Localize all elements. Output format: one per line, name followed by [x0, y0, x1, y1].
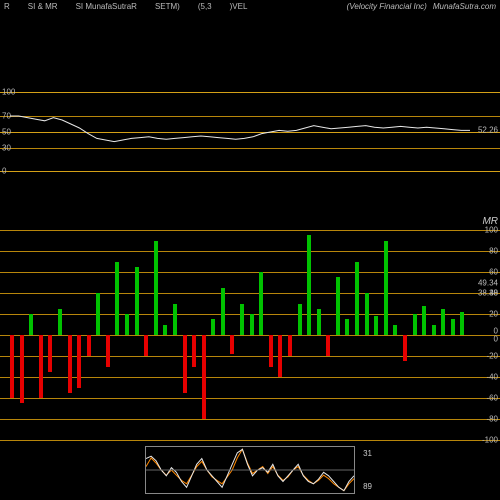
- mr-tick: 80: [489, 247, 498, 256]
- chart-header: R SI & MR SI MunafaSutraR SETM) (5,3 )VE…: [0, 0, 500, 18]
- mr-bar: [317, 309, 321, 335]
- mr-bar: [77, 335, 81, 388]
- hdr-vel: )VEL: [230, 2, 248, 11]
- rsi-line: [0, 92, 500, 172]
- mr-bar: [10, 335, 14, 398]
- mr-bar: [336, 277, 340, 335]
- mr-bar: [365, 293, 369, 335]
- mr-bar: [163, 325, 167, 336]
- mr-bar: [451, 319, 455, 335]
- mr-val-top: 49.34: [478, 278, 498, 287]
- mr-bar: [355, 262, 359, 336]
- mr-grid-line: [0, 440, 500, 441]
- mr-bar: [250, 314, 254, 335]
- mr-tick: -100: [482, 436, 498, 445]
- mr-bar: [269, 335, 273, 367]
- mr-bar: [240, 304, 244, 336]
- mr-tick: -60: [486, 394, 498, 403]
- mr-zero-b: 0: [494, 335, 498, 344]
- mr-bar: [326, 335, 330, 356]
- mini-top: 31: [363, 449, 372, 458]
- hdr-setm: SETM): [155, 2, 180, 11]
- hdr-simr: SI & MR: [28, 2, 58, 11]
- mr-panel: MR 49.34 38.38 0 0 -100-80-60-40-2020406…: [0, 230, 500, 440]
- mr-bar: [211, 319, 215, 335]
- mr-tick: -40: [486, 373, 498, 382]
- mr-bar: [278, 335, 282, 377]
- mr-bar: [192, 335, 196, 367]
- mr-bar: [48, 335, 52, 372]
- mr-bar: [154, 241, 158, 336]
- mr-bar: [106, 335, 110, 367]
- mr-tick: -20: [486, 352, 498, 361]
- mr-bar: [202, 335, 206, 419]
- mr-bar: [403, 335, 407, 361]
- mr-bar: [422, 306, 426, 335]
- mr-bar: [441, 309, 445, 335]
- hdr-set: SI MunafaSutraR: [76, 2, 137, 11]
- mr-bar: [29, 314, 33, 335]
- mr-bar: [39, 335, 43, 398]
- mr-bar: [144, 335, 148, 356]
- mr-bar: [87, 335, 91, 356]
- mr-bar: [288, 335, 292, 356]
- mr-bar: [345, 319, 349, 335]
- mr-bar: [58, 309, 62, 335]
- mr-tick: 100: [485, 226, 498, 235]
- header-right: (Velocity Financial Inc) MunafaSutra.com: [347, 2, 496, 11]
- mr-bar: [259, 272, 263, 335]
- hdr-r: R: [4, 2, 10, 11]
- mr-bar: [125, 314, 129, 335]
- rsi-panel: 100 70 50 30 0 52.26: [0, 92, 500, 172]
- mr-bar: [135, 267, 139, 335]
- mini-btm: 89: [363, 482, 372, 491]
- header-left: R SI & MR SI MunafaSutraR SETM) (5,3 )VE…: [4, 2, 247, 11]
- mr-bar: [307, 235, 311, 335]
- mr-bar: [173, 304, 177, 336]
- mr-bar: [221, 288, 225, 335]
- mr-bar: [413, 314, 417, 335]
- mr-bar: [183, 335, 187, 393]
- mr-tick: 20: [489, 310, 498, 319]
- mini-lines: [146, 447, 354, 493]
- mr-bar: [374, 316, 378, 335]
- mr-tick: 60: [489, 268, 498, 277]
- mr-bar: [230, 335, 234, 354]
- mr-bar: [115, 262, 119, 336]
- mr-bars: [10, 230, 470, 440]
- mr-tick: 40: [489, 289, 498, 298]
- mr-bar: [68, 335, 72, 393]
- mr-bar: [393, 325, 397, 336]
- mr-bar: [298, 304, 302, 336]
- mr-bar: [460, 312, 464, 335]
- mr-tick: -80: [486, 415, 498, 424]
- mr-bar: [384, 241, 388, 336]
- hdr-site: MunafaSutra.com: [433, 2, 496, 11]
- mr-bar: [96, 293, 100, 335]
- mini-panel: 31 89: [145, 446, 355, 494]
- mr-bar: [20, 335, 24, 403]
- mr-bar: [432, 325, 436, 336]
- hdr-company: (Velocity Financial Inc): [347, 2, 427, 11]
- hdr-53: (5,3: [198, 2, 212, 11]
